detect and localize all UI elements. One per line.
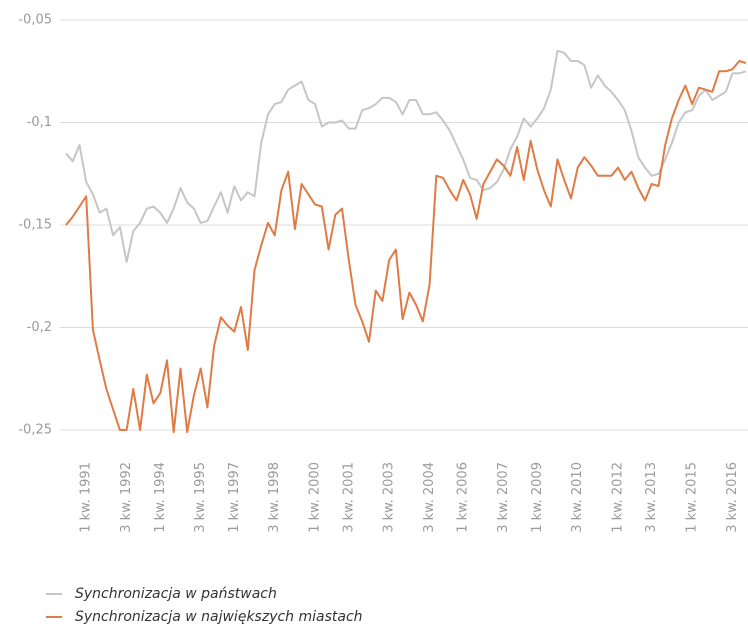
y-tick-label: -0,25 (18, 423, 52, 438)
x-tick-label: 1 kw. 1994 (153, 462, 168, 533)
x-tick-label: 1 kw. 2015 (685, 462, 700, 533)
x-tick-label: 1 kw. 2012 (611, 462, 626, 533)
y-tick-label: -0,15 (18, 218, 52, 233)
x-tick-label: 3 kw. 2007 (496, 462, 511, 533)
x-tick-label: 3 kw. 2003 (382, 462, 397, 533)
legend: Synchronizacja w państwach Synchronizacja… (46, 586, 363, 625)
x-tick-label: 3 kw. 2016 (725, 462, 740, 533)
x-tick-label: 3 kw. 2013 (644, 462, 659, 533)
legend-label: Synchronizacja w państwach (75, 586, 277, 602)
series-line (65, 49, 747, 263)
x-tick-label: 1 kw. 2000 (308, 462, 323, 533)
series-line (65, 60, 747, 434)
x-tick-label: 1 kw. 2006 (456, 462, 471, 533)
x-tick-label: 3 kw. 2001 (341, 462, 356, 533)
x-tick-label: 1 kw. 2009 (530, 462, 545, 533)
x-tick-label: 3 kw. 1995 (193, 462, 208, 533)
y-tick-label: -0,1 (27, 115, 52, 130)
legend-label: Synchronizacja w największych miastach (75, 609, 363, 625)
y-tick-label: -0,2 (27, 320, 52, 335)
x-tick-label: 3 kw. 1998 (267, 462, 282, 533)
x-tick-label: 1 kw. 1991 (79, 462, 94, 533)
x-tick-label: 3 kw. 1992 (119, 462, 134, 533)
y-tick-label: -0,05 (18, 13, 52, 28)
x-tick-label: 3 kw. 2010 (570, 462, 585, 533)
x-tick-label: 1 kw. 1997 (227, 462, 242, 533)
x-tick-label: 3 kw. 2004 (422, 462, 437, 533)
